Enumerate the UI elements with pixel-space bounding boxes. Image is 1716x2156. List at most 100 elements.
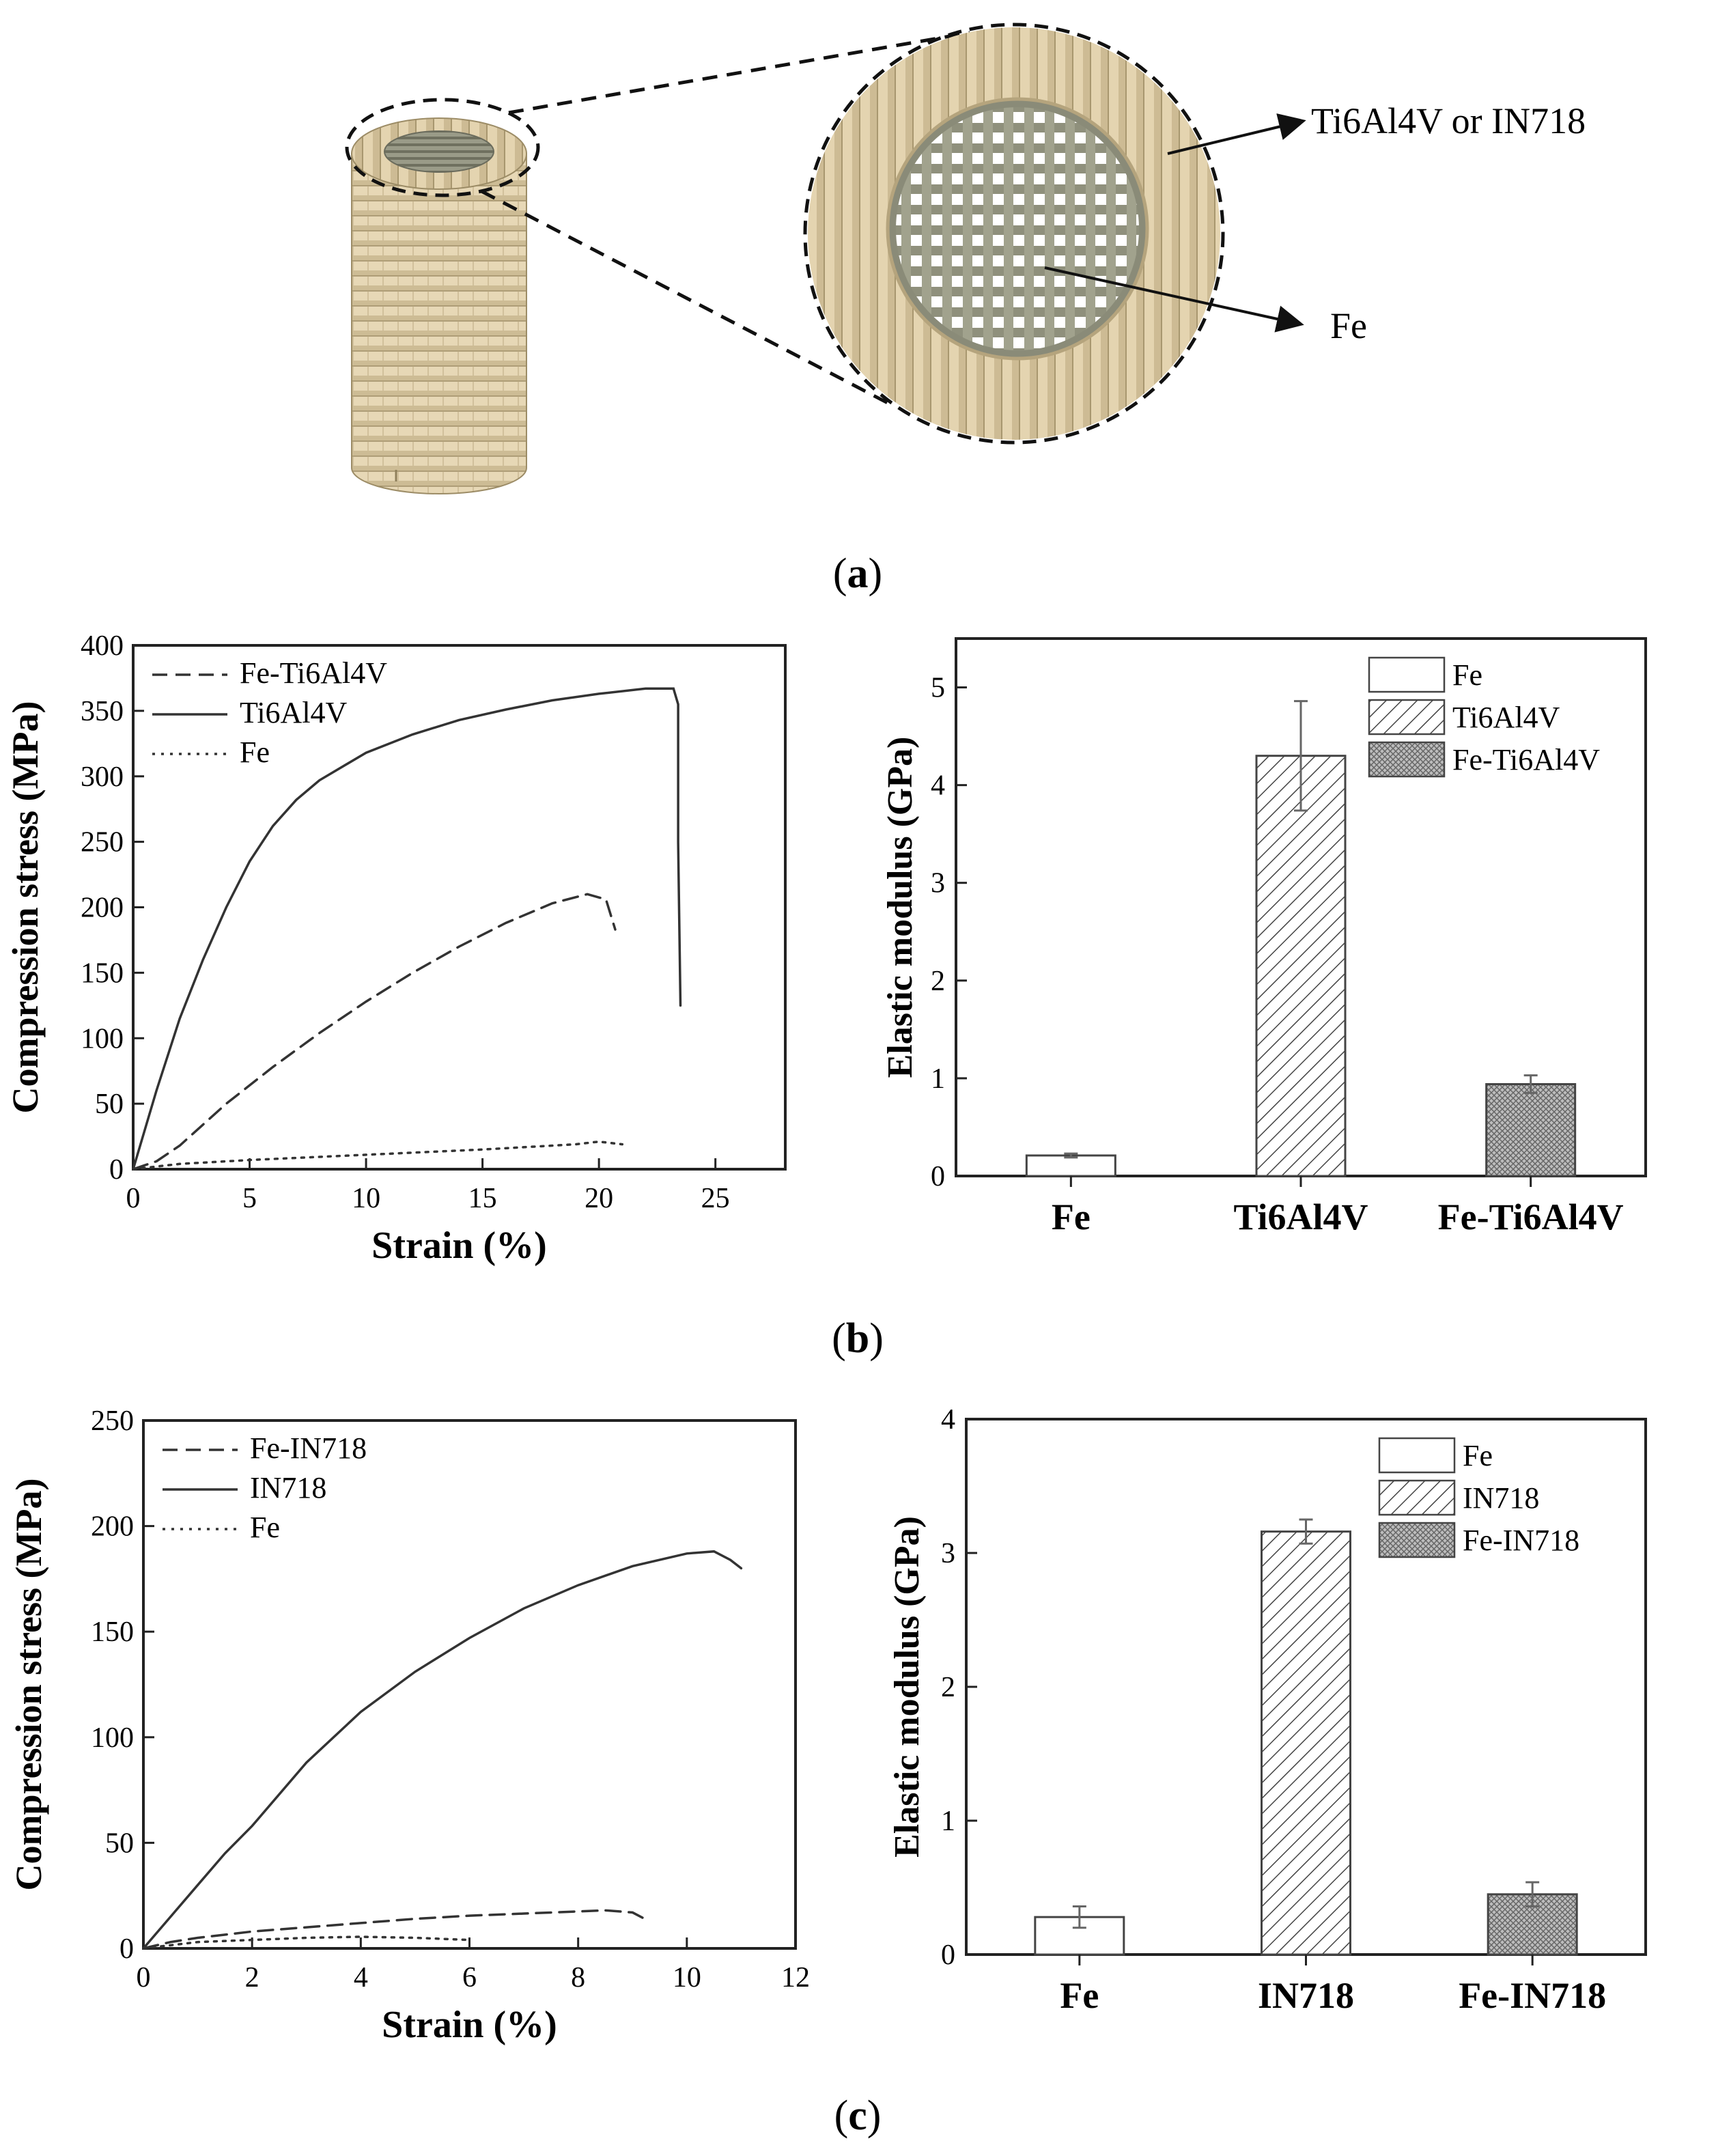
category-label: Fe-IN718 (1459, 1975, 1606, 2016)
legend-label: Fe-Ti6Al4V (240, 656, 387, 690)
series-line-fe (132, 1140, 624, 1171)
y-tick-label: 5 (931, 673, 945, 704)
chart-b-elastic-modulus: 0 1 2 3 4 5 Elastic modulus (GPa) Fe Ti6Al4V Fe-T… (881, 637, 1647, 1237)
x-tick-label: 2 (245, 1962, 259, 1993)
chart-c-elastic-modulus: 0 1 2 3 4 Elastic modulus (GPa) Fe IN718 Fe-IN71… (888, 1404, 1647, 2016)
x-tick-label: 4 (354, 1962, 368, 1993)
chart-c-stress-strain: 0 2 4 6 8 10 12 0 50 100 150 200 250 Strain (%) Compre… (8, 1405, 810, 2046)
bar-fe (1025, 1154, 1116, 1177)
y-tick-label: 300 (81, 761, 124, 793)
y-tick-label: 50 (105, 1828, 134, 1859)
y-tick-label: 0 (119, 1933, 134, 1965)
category-label: Ti6Al4V (1233, 1196, 1368, 1237)
bar-fe-ti6al4v (1485, 1082, 1577, 1177)
legend-label: IN718 (1463, 1481, 1539, 1515)
y-tick-label: 0 (931, 1161, 945, 1192)
category-label: IN718 (1258, 1975, 1354, 2016)
x-axis-label: Strain (%) (382, 2004, 557, 2046)
category-label: Fe (1052, 1196, 1091, 1237)
legend-swatch (1368, 699, 1446, 736)
y-tick-label: 400 (81, 630, 124, 662)
y-tick-label: 0 (109, 1154, 124, 1186)
x-tick-label: 6 (462, 1962, 477, 1993)
legend-label: Fe (250, 1511, 280, 1544)
y-tick-label: 250 (81, 827, 124, 858)
core-material-label: Fe (1330, 305, 1367, 346)
y-axis-label: Compression stress (MPa) (5, 701, 46, 1114)
y-tick-label: 200 (91, 1511, 134, 1543)
series-line-fe-in718 (142, 1909, 650, 1950)
panel-b-label: (b) (832, 1315, 884, 1362)
legend-swatch (1378, 1437, 1456, 1474)
plot-frame (132, 644, 787, 1171)
y-tick-label: 0 (941, 1940, 955, 1971)
y-tick-label: 350 (81, 696, 124, 727)
legend-label: IN718 (250, 1471, 326, 1504)
highlight-ellipse (345, 98, 540, 197)
y-tick-label: 150 (91, 1616, 134, 1648)
y-tick-label: 250 (91, 1405, 134, 1437)
y-tick-label: 2 (931, 966, 945, 997)
bar-in718 (1261, 1530, 1351, 1956)
zoom-circle-outline (803, 23, 1225, 445)
y-tick-label: 4 (931, 770, 945, 802)
y-tick-label: 2 (941, 1672, 955, 1703)
legend-swatch (1368, 741, 1446, 778)
panel-a-label: (a) (833, 550, 882, 597)
y-tick-label: 50 (95, 1089, 124, 1120)
x-tick-label: 0 (126, 1183, 141, 1214)
series-line-fe (142, 1935, 471, 1950)
y-tick-label: 3 (931, 868, 945, 899)
y-tick-label: 150 (81, 957, 124, 989)
x-tick-label: 10 (673, 1962, 701, 1993)
legend-swatch (1368, 656, 1446, 693)
legend-label: Ti6Al4V (1452, 701, 1560, 734)
shell-material-label: Ti6Al4V or IN718 (1311, 100, 1586, 141)
x-tick-label: 25 (701, 1183, 730, 1214)
zoom-line-upper (508, 31, 970, 115)
legend-label: Fe-Ti6Al4V (1452, 743, 1600, 776)
x-tick-label: 20 (585, 1183, 613, 1214)
legend-label: Fe-IN718 (1463, 1524, 1579, 1557)
legend-swatch (1378, 1522, 1456, 1558)
x-tick-label: 8 (571, 1962, 585, 1993)
shell-arrow (1167, 113, 1306, 155)
cross-section-zoom (808, 27, 1220, 440)
x-tick-label: 5 (242, 1183, 257, 1214)
scaffold-cylinder (351, 117, 527, 494)
y-axis-label: Elastic modulus (GPa) (881, 737, 920, 1078)
x-tick-label: 10 (352, 1183, 380, 1214)
y-tick-label: 1 (931, 1063, 945, 1095)
y-tick-label: 3 (941, 1538, 955, 1569)
x-tick-label: 0 (137, 1962, 151, 1993)
y-tick-label: 100 (81, 1023, 124, 1054)
x-tick-label: 12 (781, 1962, 810, 1993)
legend-label: Fe (240, 736, 270, 769)
plot-frame (142, 1419, 797, 1950)
panel-c-label: (c) (834, 2092, 882, 2139)
y-axis-label: Compression stress (MPa) (8, 1479, 49, 1891)
bar-ti6al4v (1255, 755, 1347, 1177)
category-label: Fe-Ti6Al4V (1438, 1196, 1624, 1237)
series-line-in718 (142, 1550, 743, 1950)
y-axis-label: Elastic modulus (GPa) (888, 1516, 927, 1858)
panel-a-schematic: Ti6Al4V or IN718 Fe (a) (345, 23, 1586, 597)
legend-label: Fe-IN718 (250, 1431, 367, 1465)
legend-label: Fe (1463, 1439, 1493, 1472)
category-label: Fe (1060, 1975, 1099, 2016)
chart-b-stress-strain: 0 5 10 15 20 25050100150200250300350400Strain… (5, 630, 787, 1267)
y-tick-label: 100 (91, 1722, 134, 1754)
legend-label: Ti6Al4V (240, 696, 348, 729)
x-axis-label: Strain (%) (371, 1224, 547, 1267)
legend-label: Fe (1452, 658, 1482, 692)
zoom-line-lower (480, 189, 889, 405)
series-line-fe-ti6al4v (132, 893, 617, 1171)
series-line-ti6al4v (132, 687, 682, 1171)
x-tick-label: 15 (468, 1183, 497, 1214)
y-tick-label: 1 (941, 1806, 955, 1837)
y-tick-label: 200 (81, 893, 124, 924)
y-tick-label: 4 (941, 1404, 955, 1436)
core-arrow (1044, 266, 1304, 333)
legend-swatch (1378, 1479, 1456, 1516)
